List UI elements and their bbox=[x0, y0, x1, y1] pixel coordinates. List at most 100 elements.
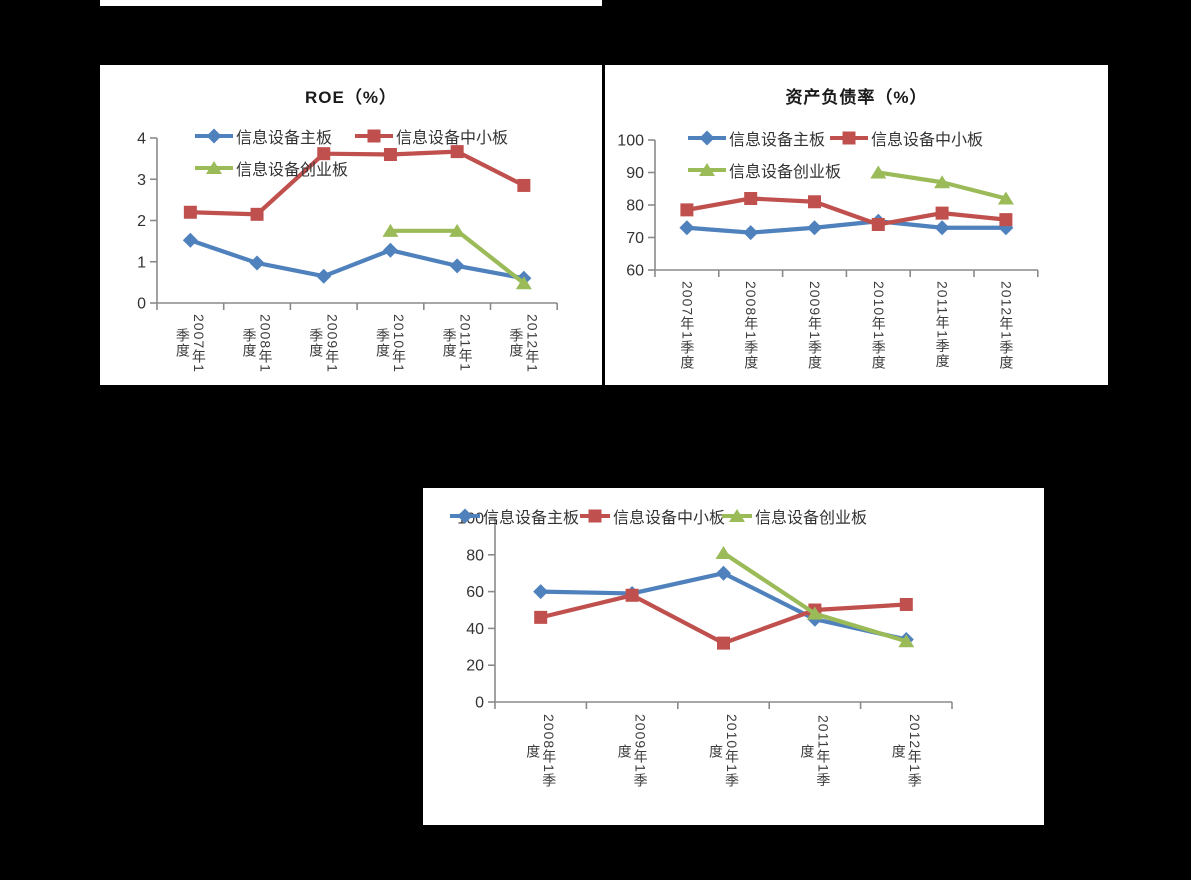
data-point-marker bbox=[534, 610, 548, 624]
legend-item: 信息设备中小板 bbox=[830, 129, 984, 149]
y-tick-label: 20 bbox=[466, 658, 484, 675]
y-tick-label: 0 bbox=[475, 695, 484, 712]
data-point-marker bbox=[871, 218, 885, 231]
data-point-marker bbox=[899, 597, 913, 611]
chart-panel-roe: 0 1 2 3 4 ROE（%） 信息设备主板 信息设备中小板 信息设备创业板 季度 2007年… bbox=[100, 65, 602, 385]
legend-label: 信息设备中小板 bbox=[871, 132, 984, 149]
data-point-marker bbox=[870, 165, 887, 179]
legend-label: 信息设备创业板 bbox=[236, 162, 349, 179]
legend-item: 信息设备主板 bbox=[688, 129, 826, 149]
legend-label: 信息设备中小板 bbox=[613, 510, 726, 527]
legend-item: 信息设备创业板 bbox=[195, 159, 349, 179]
data-point-marker bbox=[533, 584, 549, 600]
data-point-marker bbox=[806, 606, 823, 620]
data-point-marker bbox=[934, 220, 950, 236]
y-tick-label: 0 bbox=[137, 296, 146, 313]
x-axis-label: 季度 2009年1 bbox=[308, 313, 341, 373]
series-line-2 bbox=[722, 551, 907, 644]
x-axis-label: 2010年1季度 bbox=[870, 280, 887, 370]
data-point-marker bbox=[999, 213, 1013, 227]
legend-item: 信息设备中小板 bbox=[580, 507, 726, 527]
y-tick-label: 60 bbox=[466, 584, 484, 601]
x-axis-label: 度 2011年1季 bbox=[799, 714, 832, 788]
x-axis-label: 度 2012年1季 bbox=[890, 714, 923, 788]
data-point-marker bbox=[680, 203, 694, 217]
data-point-marker bbox=[716, 565, 731, 581]
debt-ratio-plot-area: 60 70 80 90 100 bbox=[617, 133, 1039, 280]
x-axis-label: 2007年1季度 bbox=[679, 280, 696, 370]
data-point-marker bbox=[316, 268, 332, 284]
data-point-marker bbox=[807, 220, 822, 236]
series-line-0 bbox=[189, 238, 525, 281]
legend-label: 信息设备主板 bbox=[729, 132, 826, 149]
y-tick-label: 60 bbox=[626, 263, 644, 280]
x-axis-label: 2012年1季度 bbox=[998, 280, 1015, 370]
y-tick-label: 90 bbox=[626, 165, 644, 182]
data-point-marker bbox=[934, 175, 951, 189]
y-tick-label: 3 bbox=[137, 172, 146, 189]
chart-panel-bottom: 0 20 40 60 80 100 信息设备主板 信息设备中小板 信息设备创业板度 2008年1… bbox=[423, 488, 1044, 825]
data-point-marker bbox=[317, 147, 331, 161]
data-point-marker bbox=[997, 191, 1014, 205]
series-line-0 bbox=[686, 219, 1006, 235]
data-point-marker bbox=[625, 588, 639, 602]
series-line-1 bbox=[686, 196, 1007, 227]
y-tick-label: 80 bbox=[626, 198, 644, 215]
top-white-strip bbox=[100, 0, 602, 6]
x-axis-label: 度 2008年1季 bbox=[525, 714, 558, 788]
y-tick-label: 100 bbox=[617, 133, 644, 150]
legend-marker-square-icon bbox=[355, 129, 393, 143]
chart-title-debt-ratio: 资产负债率（%） bbox=[785, 88, 928, 107]
data-point-marker bbox=[382, 242, 398, 258]
y-tick-label: 2 bbox=[137, 213, 146, 230]
legend-marker-triangle-icon bbox=[688, 163, 726, 176]
x-axis-label: 季度 2007年1 bbox=[174, 313, 207, 373]
legend-item: 信息设备中小板 bbox=[355, 127, 509, 147]
data-point-marker bbox=[250, 207, 264, 221]
series-line-1 bbox=[190, 149, 525, 217]
legend-label: 信息设备中小板 bbox=[396, 130, 509, 147]
legend-item: 信息设备主板 bbox=[450, 507, 580, 527]
data-point-marker bbox=[517, 178, 531, 192]
data-point-marker bbox=[183, 205, 197, 219]
legend-marker-diamond-icon bbox=[688, 130, 726, 146]
data-point-marker bbox=[715, 545, 732, 559]
data-point-marker bbox=[182, 232, 198, 248]
data-point-marker bbox=[935, 206, 949, 220]
data-point-marker bbox=[743, 225, 759, 241]
chart-panel-debt-ratio: 60 70 80 90 100 资产负债率（%） 信息设备主板 信息设备中小板信息设备创业… bbox=[605, 65, 1108, 385]
x-axis-label: 季度 2012年1 bbox=[508, 313, 541, 373]
y-tick-label: 1 bbox=[137, 254, 146, 271]
legend-marker-triangle-icon bbox=[722, 509, 752, 522]
legend-label: 信息设备创业板 bbox=[755, 510, 868, 527]
x-axis-label: 2009年1季度 bbox=[807, 280, 823, 370]
data-point-marker bbox=[679, 220, 695, 236]
data-point-marker bbox=[382, 223, 399, 237]
legend-label: 信息设备创业板 bbox=[729, 164, 842, 181]
data-point-marker bbox=[898, 634, 915, 648]
data-point-marker bbox=[515, 276, 532, 290]
x-axis-label: 度 2010年1季 bbox=[708, 714, 740, 788]
legend-label: 信息设备主板 bbox=[483, 510, 580, 527]
y-tick-label: 80 bbox=[466, 547, 484, 564]
x-axis-label: 季度 2008年1 bbox=[241, 313, 274, 373]
x-axis-label: 季度 2011年1 bbox=[441, 314, 474, 372]
x-axis-label: 度 2009年1季 bbox=[616, 714, 649, 788]
x-axis-label: 季度 2010年1 bbox=[374, 313, 407, 373]
legend-marker-triangle-icon bbox=[195, 161, 233, 174]
data-point-marker bbox=[249, 255, 265, 271]
data-point-marker bbox=[449, 258, 465, 274]
legend-item: 信息设备主板 bbox=[195, 127, 333, 147]
y-tick-label: 40 bbox=[466, 621, 484, 638]
data-point-marker bbox=[744, 192, 758, 205]
data-point-marker bbox=[717, 636, 730, 650]
legend-label: 信息设备主板 bbox=[236, 130, 333, 147]
legend-item: 信息设备创业板 bbox=[722, 507, 868, 527]
legend-item: 信息设备创业板 bbox=[688, 161, 842, 181]
y-tick-label: 70 bbox=[626, 230, 644, 247]
roe-plot-area: 0 1 2 3 4 bbox=[137, 131, 559, 313]
data-point-marker bbox=[449, 223, 466, 237]
data-point-marker bbox=[808, 195, 821, 209]
